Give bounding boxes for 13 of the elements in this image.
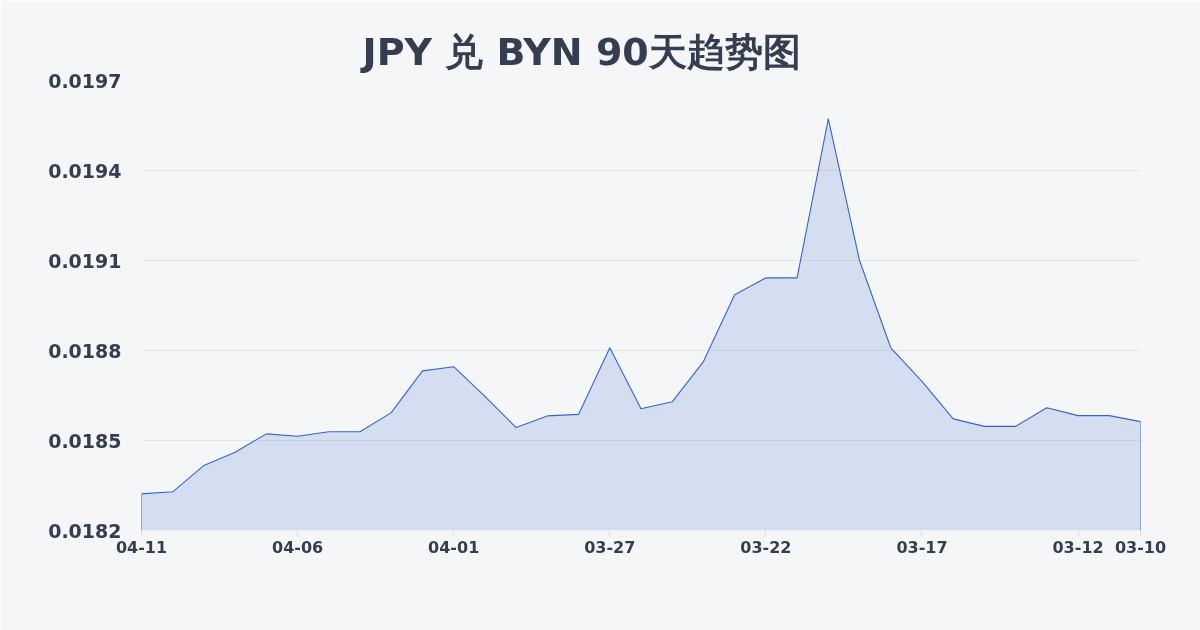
x-tick-label: 03-27	[584, 537, 636, 557]
x-tick-label: 03-12	[1052, 537, 1104, 557]
x-tick-label: 03-10	[1114, 537, 1167, 557]
x-tick-label: 03-22	[740, 537, 792, 557]
x-tick-label: 03-17	[896, 537, 948, 557]
x-tick-label: 04-06	[272, 537, 324, 557]
y-tick-label: 0.0197	[48, 69, 122, 92]
y-tick-label: 0.0194	[48, 159, 122, 182]
x-tick-label: 04-01	[428, 537, 480, 557]
y-tick-label: 0.0185	[48, 429, 122, 452]
chart-title: JPY 兑 BYN 90天趋势图	[359, 29, 801, 74]
y-tick-label: 0.0188	[48, 339, 122, 362]
y-tick-label: 0.0191	[48, 249, 122, 272]
